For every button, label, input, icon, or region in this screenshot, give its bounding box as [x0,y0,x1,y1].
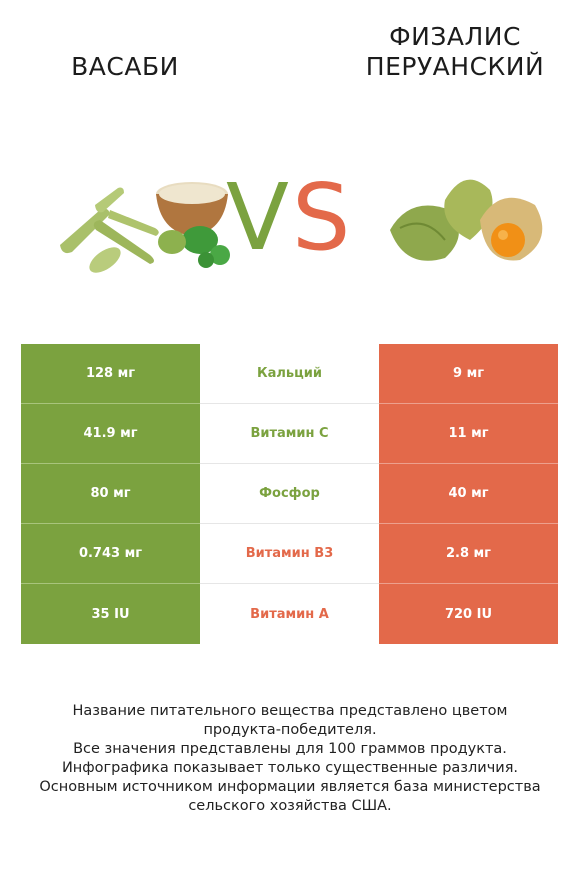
table-row: 0.743 мг Витамин B3 2.8 мг [21,524,558,584]
vs-letter-s: S [292,164,351,271]
nutrient-name: Витамин A [250,606,329,622]
footer-notes: Название питательного вещества представл… [20,702,560,816]
footer-line: Название питательного вещества представл… [72,703,508,719]
left-value: 35 IU [21,584,200,644]
right-food-title: ФИЗАЛИС ПЕРУАНСКИЙ [350,22,560,82]
food-illustrations [60,179,543,273]
table-row: 35 IU Витамин A 720 IU [21,584,558,644]
footer-line: сельского хозяйства США. [188,798,392,814]
table-row: 41.9 мг Витамин C 11 мг [21,404,558,464]
nutrient-name: Фосфор [200,464,379,524]
table-row: 128 мг Кальций 9 мг [21,344,558,404]
left-value: 0.743 мг [21,524,200,584]
footer-line: Основным источником информации является … [39,779,541,795]
nutrient-name: Кальций [200,344,379,404]
right-value: 9 мг [379,344,558,404]
table-row: 80 мг Фосфор 40 мг [21,464,558,524]
right-value: 11 мг [379,404,558,464]
left-value: 128 мг [21,344,200,404]
left-value: 41.9 мг [21,404,200,464]
wasabi-image [60,182,230,273]
left-food-title: ВАСАБИ [71,52,179,81]
footer-line: Все значения представлены для 100 граммо… [73,741,507,757]
footer-line: Инфографика показывает только существенн… [61,760,519,776]
right-value: 2.8 мг [379,524,558,584]
nutrient-name: Витамин B3 [200,524,379,584]
right-value: 720 IU [379,584,558,644]
physalis-image [390,179,543,261]
left-value: 80 мг [21,464,200,524]
comparison-table: 128 мг Кальций 9 мг 41.9 мг Витамин C 11… [21,344,558,644]
right-food-title-line1: ФИЗАЛИС [389,22,521,51]
nutrient-name: Витамин C [200,404,379,464]
right-food-title-line2: ПЕРУАНСКИЙ [365,52,545,81]
footer-line: продукта-победителя. [203,722,377,738]
vs-letter-v: V [226,164,289,271]
right-value: 40 мг [379,464,558,524]
